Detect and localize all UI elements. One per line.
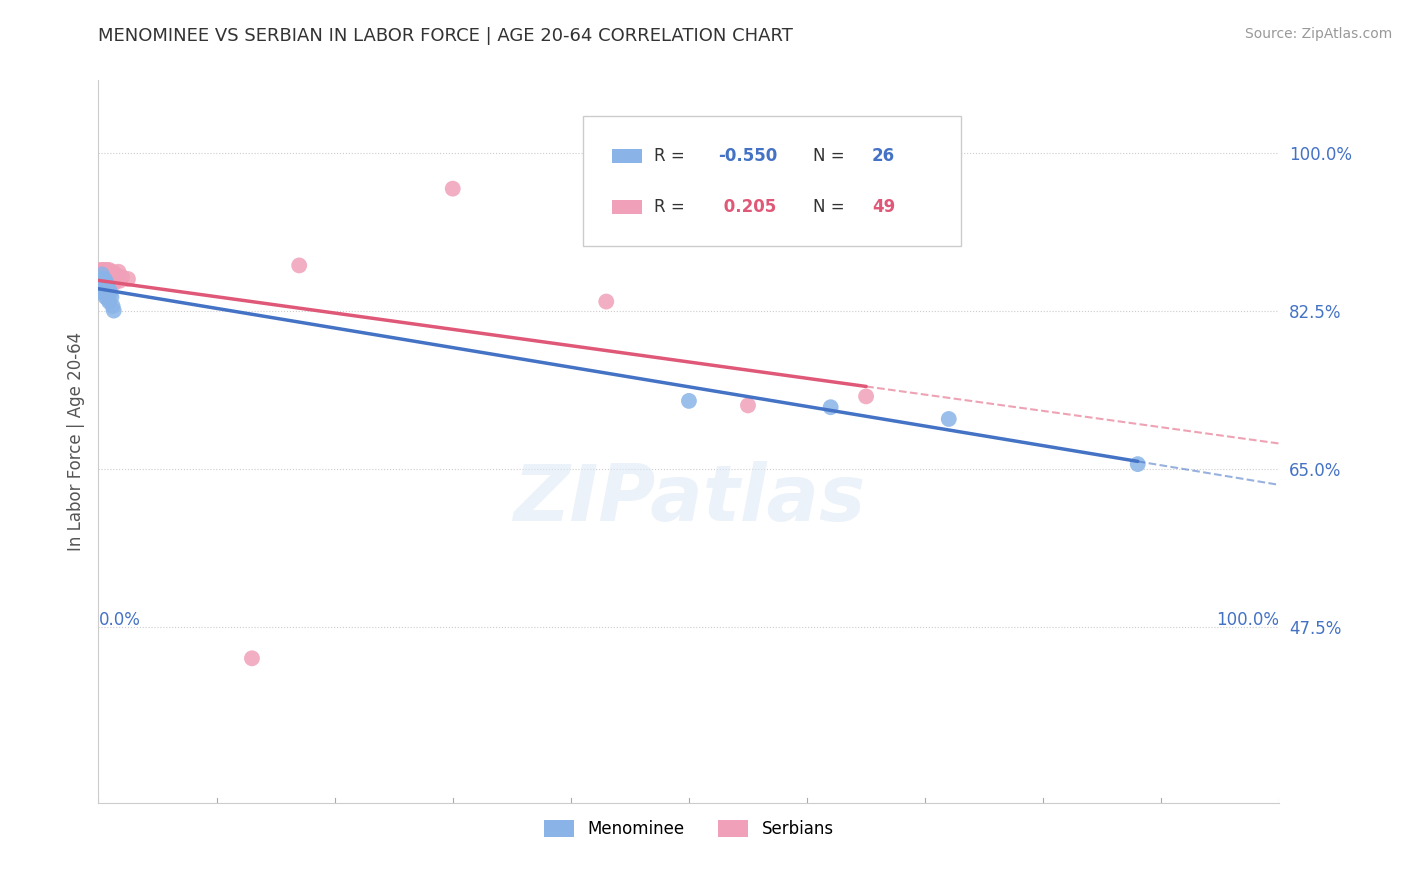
Point — [94, 279, 117, 293]
Point — [107, 265, 129, 279]
Text: 0.205: 0.205 — [718, 198, 776, 216]
Point — [678, 393, 700, 408]
Point — [441, 182, 464, 196]
Text: Source: ZipAtlas.com: Source: ZipAtlas.com — [1244, 27, 1392, 41]
Point — [93, 272, 115, 286]
Point — [90, 274, 112, 288]
Point — [96, 288, 118, 302]
Point — [97, 281, 120, 295]
Point — [96, 277, 118, 291]
Point — [101, 299, 124, 313]
Point — [91, 277, 114, 291]
Point — [101, 274, 124, 288]
Point — [97, 268, 120, 282]
Point — [100, 290, 122, 304]
Point — [96, 270, 118, 285]
Point — [104, 268, 127, 282]
Text: 0.0%: 0.0% — [98, 611, 141, 630]
Point — [737, 398, 759, 412]
Text: 49: 49 — [872, 198, 896, 216]
Point — [94, 270, 117, 285]
FancyBboxPatch shape — [582, 117, 960, 246]
Point — [94, 274, 117, 288]
Text: N =: N = — [813, 198, 849, 216]
Point — [93, 277, 115, 291]
Legend: Menominee, Serbians: Menominee, Serbians — [537, 814, 841, 845]
Point — [103, 303, 125, 318]
Point — [101, 265, 124, 279]
Point — [595, 294, 617, 309]
Point — [108, 274, 131, 288]
Point — [97, 274, 120, 288]
Point — [90, 272, 112, 286]
Point — [91, 268, 114, 282]
Point — [91, 274, 114, 288]
Point — [96, 263, 118, 277]
Point — [91, 270, 114, 285]
Point — [98, 268, 121, 282]
Text: R =: R = — [654, 198, 689, 216]
Point — [93, 283, 115, 297]
Point — [91, 274, 114, 288]
Point — [105, 272, 128, 286]
Point — [91, 277, 114, 291]
FancyBboxPatch shape — [612, 200, 641, 214]
Point — [97, 292, 120, 306]
Text: 100.0%: 100.0% — [1216, 611, 1279, 630]
Point — [89, 272, 111, 286]
Point — [288, 259, 311, 273]
Point — [98, 270, 121, 285]
Point — [90, 263, 112, 277]
Point — [105, 270, 128, 285]
Point — [98, 294, 121, 309]
Text: N =: N = — [813, 147, 849, 165]
Text: 26: 26 — [872, 147, 896, 165]
Point — [91, 263, 114, 277]
Point — [96, 277, 118, 291]
Point — [938, 412, 960, 426]
Point — [100, 270, 122, 285]
Point — [103, 277, 125, 291]
Point — [91, 277, 114, 291]
Point — [93, 272, 115, 286]
Point — [94, 277, 117, 291]
Point — [90, 281, 112, 295]
Point — [89, 277, 111, 291]
Point — [98, 285, 121, 300]
Y-axis label: In Labor Force | Age 20-64: In Labor Force | Age 20-64 — [66, 332, 84, 551]
Point — [91, 268, 114, 282]
Point — [91, 274, 114, 288]
Point — [94, 290, 117, 304]
Point — [111, 270, 134, 285]
Point — [100, 277, 122, 291]
Point — [93, 268, 115, 282]
Point — [98, 263, 121, 277]
FancyBboxPatch shape — [612, 149, 641, 163]
Point — [98, 283, 121, 297]
Point — [93, 263, 115, 277]
Point — [103, 270, 125, 285]
Point — [91, 270, 114, 285]
Point — [98, 274, 121, 288]
Point — [94, 265, 117, 279]
Point — [117, 272, 139, 286]
Point — [855, 389, 877, 403]
Point — [90, 279, 112, 293]
Point — [820, 401, 842, 415]
Point — [93, 270, 115, 285]
Text: ZIPatlas: ZIPatlas — [513, 461, 865, 537]
Point — [91, 285, 114, 300]
Point — [89, 277, 111, 291]
Point — [97, 277, 120, 291]
Text: -0.550: -0.550 — [718, 147, 778, 165]
Text: R =: R = — [654, 147, 689, 165]
Text: MENOMINEE VS SERBIAN IN LABOR FORCE | AGE 20-64 CORRELATION CHART: MENOMINEE VS SERBIAN IN LABOR FORCE | AG… — [98, 27, 793, 45]
Point — [1126, 457, 1149, 471]
Point — [94, 274, 117, 288]
Point — [240, 651, 263, 665]
